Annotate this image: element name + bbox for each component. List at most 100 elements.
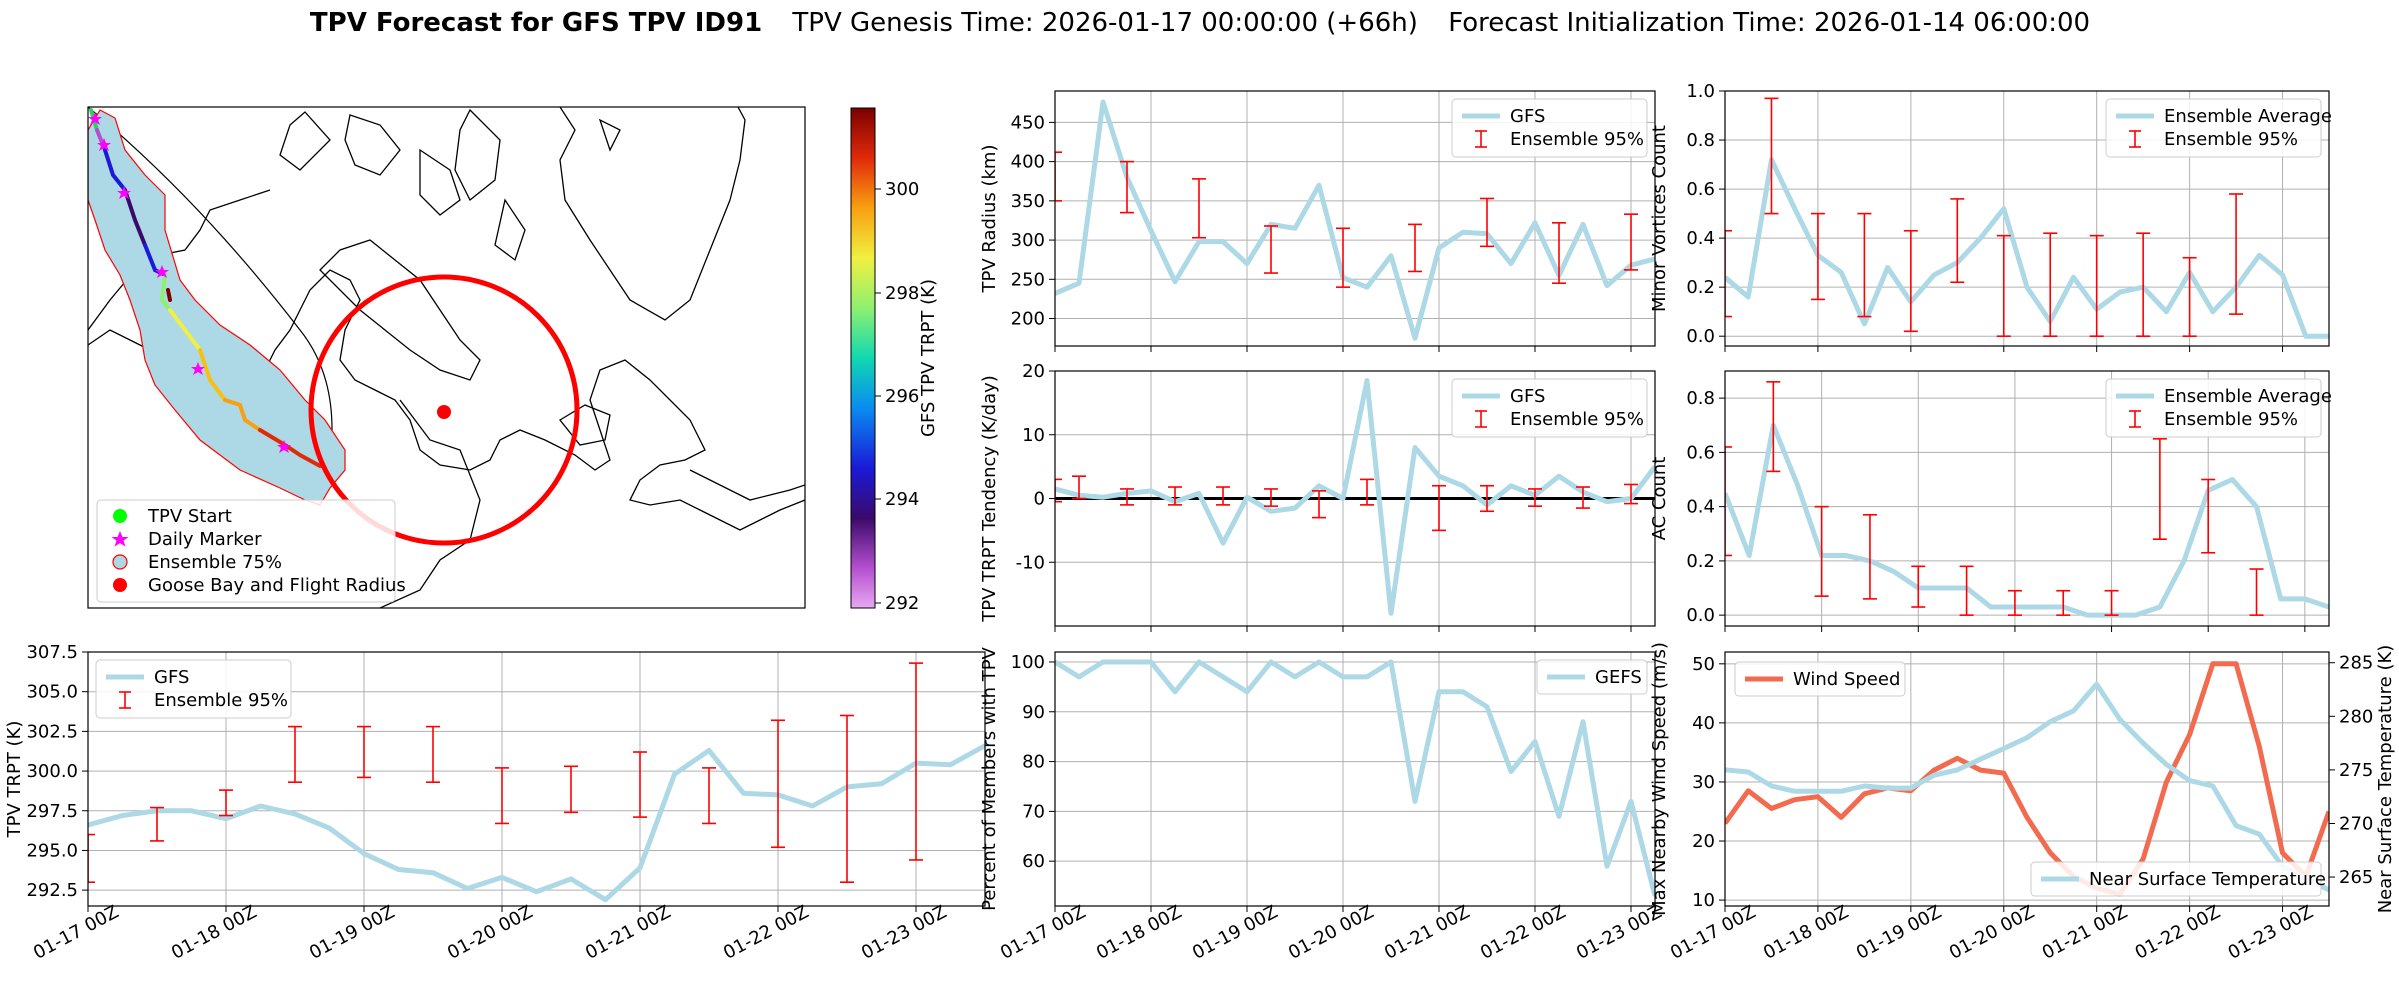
legend: Wind Speed: [1735, 662, 1905, 696]
tpv-start-dot-icon: [113, 509, 127, 523]
y-tick-label: 305.0: [26, 682, 78, 703]
x-tick-label: 01-20 00Z: [1285, 901, 1377, 963]
y-tick-label: 200: [1011, 309, 1045, 330]
colorbar-tick: 294: [885, 489, 919, 510]
y-tick-label: 0.8: [1686, 130, 1715, 151]
x-tick-label: 01-18 00Z: [168, 901, 260, 963]
y-tick-label: 0.8: [1686, 388, 1715, 409]
y-tick-label: 10: [1022, 425, 1045, 446]
ensemble-errorbar: [1672, 483, 1686, 499]
goose-bay-dot-icon: [113, 578, 127, 592]
y-tick-label: 60: [1022, 851, 1045, 872]
x-tick-label: 01-17 00Z: [997, 901, 1089, 963]
goose-bay-dot-icon: [437, 405, 451, 419]
y-tick-label: 297.5: [26, 801, 78, 822]
y-tick-label: 307.5: [26, 642, 78, 663]
map-legend-ensemble: Ensemble 75%: [148, 552, 282, 573]
colorbar-gradient: [851, 108, 875, 608]
y-tick-label: 0.0: [1686, 326, 1715, 347]
x-tick-label: 01-19 00Z: [1189, 901, 1281, 963]
legend: Near Surface Temperature: [2031, 862, 2326, 896]
x-tick-label: 01-18 00Z: [1760, 901, 1852, 963]
x-tick-label: 01-22 00Z: [2132, 901, 2224, 963]
x-tick-label: 01-23 00Z: [2225, 901, 2317, 963]
y-tick-label: -10: [1016, 552, 1045, 573]
legend-label: GFS: [1510, 106, 1545, 127]
y-tick-label: 300: [1011, 230, 1045, 251]
x-tick-label: 01-17 00Z: [30, 901, 122, 963]
y-tick-label: 100: [1011, 652, 1045, 673]
legend-label: Ensemble 95%: [2164, 409, 2298, 430]
y-tick-label: 250: [1011, 269, 1045, 290]
y-tick-label: 0.0: [1686, 605, 1715, 626]
map-legend-goose-bay: Goose Bay and Flight Radius: [148, 575, 406, 596]
x-tick-label: 01-22 00Z: [1477, 901, 1569, 963]
y-tick-label: 20: [1022, 361, 1045, 382]
legend-label: GFS: [154, 667, 189, 688]
y-tick-label: 10: [1692, 890, 1715, 911]
y-tick-label: 295.0: [26, 840, 78, 861]
x-tick-label: 01-20 00Z: [444, 901, 536, 963]
y-tick-label-right: 275: [2339, 760, 2373, 781]
y-tick-label: 50: [1692, 654, 1715, 675]
title-bold: TPV Forecast for GFS TPV ID91: [310, 8, 762, 38]
map-legend: TPV Start Daily Marker Ensemble 75% Goos…: [97, 500, 406, 602]
y-tick-label: 450: [1011, 112, 1045, 133]
y-tick-label: 300.0: [26, 761, 78, 782]
figure-title: TPV Forecast for GFS TPV ID91 TPV Genesi…: [310, 8, 2090, 38]
x-tick-label: 01-21 00Z: [582, 901, 674, 963]
y-tick-label: 1.0: [1686, 81, 1715, 102]
y-axis-label: TPV TRPT (K): [4, 721, 25, 839]
y-tick-label: 400: [1011, 152, 1045, 173]
legend-label: Ensemble 95%: [1510, 409, 1644, 430]
y-tick-label: 0.2: [1686, 551, 1715, 572]
y-tick-label: 0.4: [1686, 228, 1715, 249]
y-tick-label: 0.4: [1686, 497, 1715, 518]
legend-label: Ensemble 95%: [1510, 129, 1644, 150]
legend-label: Ensemble 95%: [154, 690, 288, 711]
y-tick-label: 0.2: [1686, 277, 1715, 298]
y-axis-label: AC Count: [1649, 457, 1670, 541]
x-tick-label: 01-21 00Z: [2039, 901, 2131, 963]
legend-label-temp: Near Surface Temperature: [2089, 869, 2326, 890]
y-axis-label: Max Nearby Wind Speed (m/s): [1649, 642, 1670, 916]
colorbar: 300 298 296 294 292 GFS TPV TRPT (K): [851, 108, 939, 614]
title-genesis: TPV Genesis Time: 2026-01-17 00:00:00 (+…: [791, 8, 1418, 38]
x-tick-label: 01-22 00Z: [720, 901, 812, 963]
colorbar-tick: 300: [885, 179, 919, 200]
y-tick-label: 0: [1034, 489, 1045, 510]
legend-label: GEFS: [1595, 667, 1642, 688]
legend-label: Ensemble Average: [2164, 106, 2332, 127]
y-axis-label: TPV Radius (km): [979, 145, 1000, 294]
legend-label: Ensemble 95%: [2164, 129, 2298, 150]
y-tick-label-right: 285: [2339, 653, 2373, 674]
x-tick-label: 01-18 00Z: [1093, 901, 1185, 963]
legend: GEFS: [1537, 660, 1647, 694]
map-legend-tpv-start: TPV Start: [147, 506, 232, 527]
y-axis-label-right: Near Surface Temperature (K): [2375, 645, 2396, 914]
y-tick-label: 302.5: [26, 721, 78, 742]
legend-label: GFS: [1510, 386, 1545, 407]
colorbar-tick: 296: [885, 386, 919, 407]
title-init: Forecast Initialization Time: 2026-01-14…: [1448, 8, 2090, 38]
legend-label-wind: Wind Speed: [1793, 669, 1900, 690]
x-tick-label: 01-23 00Z: [858, 901, 950, 963]
y-tick-label: 80: [1022, 752, 1045, 773]
colorbar-tick: 298: [885, 283, 919, 304]
y-axis-label: Minor Vortices Count: [1649, 125, 1670, 312]
y-tick-label-right: 265: [2339, 867, 2373, 888]
y-tick-label: 20: [1692, 831, 1715, 852]
legend-label: Ensemble Average: [2164, 386, 2332, 407]
y-tick-label: 70: [1022, 801, 1045, 822]
